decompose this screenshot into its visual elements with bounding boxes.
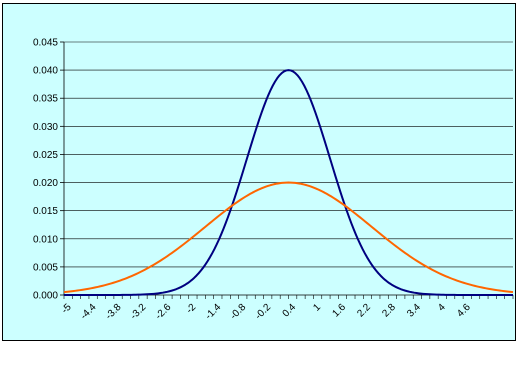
x-tick-label: -4.4 <box>79 302 99 322</box>
series-layer <box>63 69 514 296</box>
y-tick-label: 0.020 <box>33 178 58 189</box>
y-tick-labels: 0.000 0.005 0.010 0.015 0.020 0.025 0.030 0.035… <box>33 38 58 302</box>
x-tick-labels: -5 -4.4 -3.8 -3.2 -2.6 -2 -1.4 -0.8 -0.2 0.4 1 1.6 2… <box>60 302 473 322</box>
chart-area: 0.000 0.005 0.010 0.015 0.020 0.025 0.030 0.035… <box>2 3 516 341</box>
x-tick-label: -3.8 <box>104 302 124 322</box>
x-tick-label: -0.8 <box>228 302 248 322</box>
y-tick-label: 0.025 <box>33 150 58 161</box>
x-tick-label: -2.6 <box>153 302 173 322</box>
y-tick-label: 0.045 <box>33 38 58 49</box>
y-tick-label: 0.010 <box>33 234 58 245</box>
x-tick-label: 1 <box>311 302 323 314</box>
x-tick-label: 3.4 <box>405 302 423 320</box>
y-tick-label: 0.040 <box>33 66 58 77</box>
y-tick-label: 0.000 <box>33 291 58 302</box>
x-tick-label: 0.4 <box>281 302 299 320</box>
x-tick-label: 4.6 <box>455 302 473 320</box>
y-tick-label: 0.030 <box>33 122 58 133</box>
x-tick-label: -2 <box>184 302 198 316</box>
line-chart: 0.000 0.005 0.010 0.015 0.020 0.025 0.030 0.035… <box>33 38 514 322</box>
x-tick-label: -3.2 <box>129 302 149 322</box>
y-tick-label: 0.035 <box>33 94 58 105</box>
x-tick-label: 4 <box>436 302 448 314</box>
x-tick-label: 1.6 <box>330 302 348 320</box>
y-tick-label: 0.015 <box>33 206 58 217</box>
x-tick-label: -5 <box>60 302 74 316</box>
x-tick-label: -1.4 <box>203 302 223 322</box>
x-tick-label: 2.2 <box>355 302 373 320</box>
x-tick-label: -0.2 <box>253 302 273 322</box>
series-line-2 <box>63 181 514 294</box>
series-line-1 <box>64 69 513 296</box>
grid-lines <box>64 41 513 268</box>
y-tick-label: 0.005 <box>33 262 58 273</box>
x-tick-label: 2.8 <box>380 302 398 320</box>
axes <box>60 41 514 299</box>
